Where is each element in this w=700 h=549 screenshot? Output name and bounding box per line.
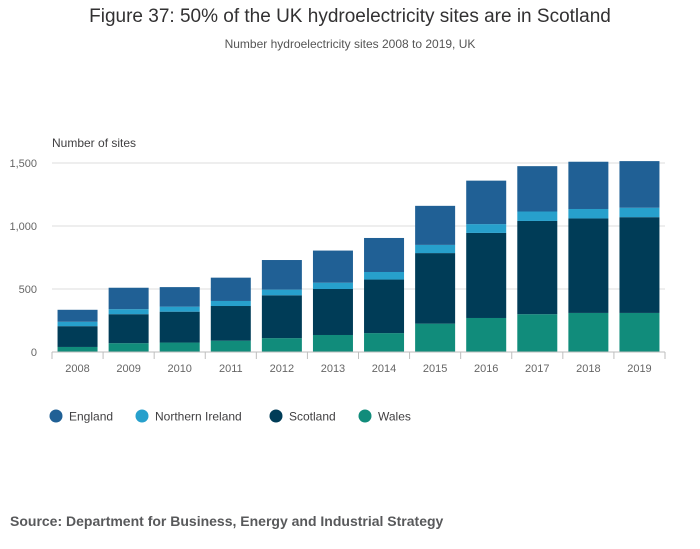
x-tick-label: 2019 bbox=[627, 363, 651, 375]
chart-subtitle: Number hydroelectricity sites 2008 to 20… bbox=[224, 37, 476, 51]
legend-swatch-england bbox=[49, 409, 63, 423]
legend-swatch-wales bbox=[358, 409, 372, 423]
bar-segment-england-2013 bbox=[312, 250, 353, 283]
bar-segment-wales-2010 bbox=[159, 342, 200, 352]
x-tick-label: 2015 bbox=[423, 363, 447, 375]
bar-segment-england-2008 bbox=[57, 309, 98, 322]
bar-segment-england-2018 bbox=[568, 161, 609, 209]
bar-segment-scotland-2013 bbox=[312, 289, 353, 335]
bar-segment-wales-2014 bbox=[364, 333, 405, 352]
legend-swatch-northern-ireland bbox=[135, 409, 149, 423]
bar-segment-wales-2008 bbox=[57, 346, 98, 352]
x-tick-label: 2010 bbox=[167, 363, 191, 375]
bar-segment-scotland-2008 bbox=[57, 326, 98, 347]
x-tick-label: 2014 bbox=[372, 363, 396, 375]
legend-label-scotland: Scotland bbox=[289, 410, 336, 424]
bar-segment-scotland-2015 bbox=[415, 253, 456, 324]
legend-swatch-scotland bbox=[269, 409, 283, 423]
stacked-bar-chart: Number of sites 0 500 1,000 1,500 2008 2009 201… bbox=[9, 136, 666, 424]
bar-segment-northern-ireland-2010 bbox=[159, 306, 200, 312]
x-tick-label: 2012 bbox=[270, 363, 294, 375]
bar-segment-wales-2018 bbox=[568, 312, 609, 352]
bar-segment-scotland-2014 bbox=[364, 279, 405, 334]
bar-segment-northern-ireland-2018 bbox=[568, 208, 609, 219]
bar-segment-england-2014 bbox=[364, 237, 405, 272]
bar-segment-england-2009 bbox=[108, 287, 149, 310]
x-tick-label: 2017 bbox=[525, 363, 549, 375]
bar-segment-northern-ireland-2009 bbox=[108, 309, 149, 315]
legend-label-northern-ireland: Northern Ireland bbox=[155, 410, 242, 424]
bar-segment-wales-2011 bbox=[210, 340, 251, 352]
bar-segment-northern-ireland-2013 bbox=[312, 282, 353, 289]
bar-segment-northern-ireland-2017 bbox=[517, 211, 558, 221]
x-tick-label: 2011 bbox=[219, 363, 243, 375]
bar-segment-scotland-2011 bbox=[210, 306, 251, 341]
bar-segment-england-2015 bbox=[415, 205, 456, 245]
bar-segment-wales-2009 bbox=[108, 343, 149, 352]
bar-segment-wales-2015 bbox=[415, 323, 456, 352]
bar-segment-northern-ireland-2008 bbox=[57, 321, 98, 327]
y-tick-label: 500 bbox=[19, 284, 37, 296]
source-note: Source: Department for Business, Energy … bbox=[10, 513, 444, 529]
bar-segment-england-2010 bbox=[159, 287, 200, 307]
bar-segment-scotland-2009 bbox=[108, 314, 149, 344]
bar-segment-northern-ireland-2014 bbox=[364, 271, 405, 280]
bar-segment-england-2017 bbox=[517, 166, 558, 212]
bar-segment-wales-2017 bbox=[517, 314, 558, 352]
legend-label-wales: Wales bbox=[378, 410, 411, 424]
bar-segment-northern-ireland-2019 bbox=[619, 207, 660, 218]
bar-segment-northern-ireland-2012 bbox=[261, 289, 302, 296]
x-tick-label: 2013 bbox=[321, 363, 345, 375]
x-tick-label: 2009 bbox=[116, 363, 140, 375]
x-tick-label: 2008 bbox=[65, 363, 89, 375]
chart-title: Figure 37: 50% of the UK hydroelectricit… bbox=[89, 6, 611, 27]
bar-segment-northern-ireland-2015 bbox=[415, 244, 456, 254]
bar-segment-england-2012 bbox=[261, 260, 302, 290]
bar-segment-scotland-2018 bbox=[568, 218, 609, 313]
x-tick-label: 2018 bbox=[576, 363, 600, 375]
bar-segment-scotland-2019 bbox=[619, 217, 660, 313]
bar-segment-wales-2016 bbox=[466, 317, 507, 352]
y-tick-label: 1,500 bbox=[9, 158, 37, 170]
bar-segment-northern-ireland-2016 bbox=[466, 224, 507, 233]
bar-segment-wales-2013 bbox=[312, 334, 353, 352]
bar-segment-scotland-2010 bbox=[159, 311, 200, 343]
legend-label-england: England bbox=[69, 410, 113, 424]
bar-segment-wales-2019 bbox=[619, 312, 660, 352]
x-tick-label: 2016 bbox=[474, 363, 498, 375]
bar-segment-northern-ireland-2011 bbox=[210, 300, 251, 307]
y-tick-label: 0 bbox=[31, 347, 37, 359]
y-tick-label: 1,000 bbox=[9, 221, 37, 233]
bar-segment-england-2019 bbox=[619, 161, 660, 208]
bar-segment-scotland-2016 bbox=[466, 232, 507, 318]
y-axis-title: Number of sites bbox=[52, 136, 136, 150]
bar-segment-wales-2012 bbox=[261, 338, 302, 352]
bar-segment-england-2016 bbox=[466, 180, 507, 225]
bar-segment-england-2011 bbox=[210, 277, 251, 301]
bar-segment-scotland-2012 bbox=[261, 295, 302, 339]
bar-segment-scotland-2017 bbox=[517, 220, 558, 315]
